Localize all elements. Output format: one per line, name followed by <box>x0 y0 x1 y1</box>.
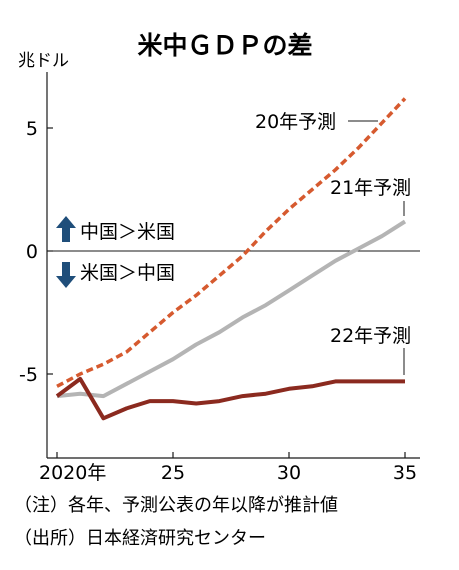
x-tick-label: 25 <box>161 462 185 484</box>
y-ticks: 5 0 -5 <box>19 118 53 386</box>
direction-legend: 中国＞米国 米国＞中国 <box>56 216 175 288</box>
x-tick-label: 30 <box>277 462 301 484</box>
x-tick-label: 2020年 <box>39 462 106 484</box>
series-label-2022-forecast: 22年予測 <box>330 325 411 347</box>
series-lines <box>55 97 407 421</box>
x-tick-label: 35 <box>393 462 417 484</box>
x-ticks: 2020年 25 30 35 <box>39 452 417 484</box>
y-tick-label: 5 <box>26 118 38 140</box>
down-arrow-icon <box>56 262 76 288</box>
footnote-note: （注）各年、予測公表の年以降が推計値 <box>14 495 338 516</box>
y-tick-label: 0 <box>26 241 38 263</box>
footnote-source: （出所）日本経済研究センター <box>14 528 266 549</box>
series-label-2020-forecast: 20年予測 <box>255 111 336 133</box>
series-line-2020-forecast <box>56 97 407 388</box>
plot-area: 5 0 -5 2020年 25 30 35 <box>19 72 420 484</box>
china-above-label: 中国＞米国 <box>80 221 175 243</box>
series-line-2022-forecast <box>55 376 405 421</box>
y-axis-unit-label: 兆ドル <box>18 51 69 71</box>
up-arrow-icon <box>56 216 76 242</box>
series-label-2021-forecast: 21年予測 <box>330 177 411 199</box>
chart-title: 米中ＧＤＰの差 <box>137 31 312 60</box>
us-above-label: 米国＞中国 <box>80 262 175 284</box>
series-line-2021-forecast <box>56 219 407 399</box>
series-labels: 20年予測 21年予測 22年予測 <box>255 111 411 375</box>
y-tick-label: -5 <box>19 364 38 386</box>
